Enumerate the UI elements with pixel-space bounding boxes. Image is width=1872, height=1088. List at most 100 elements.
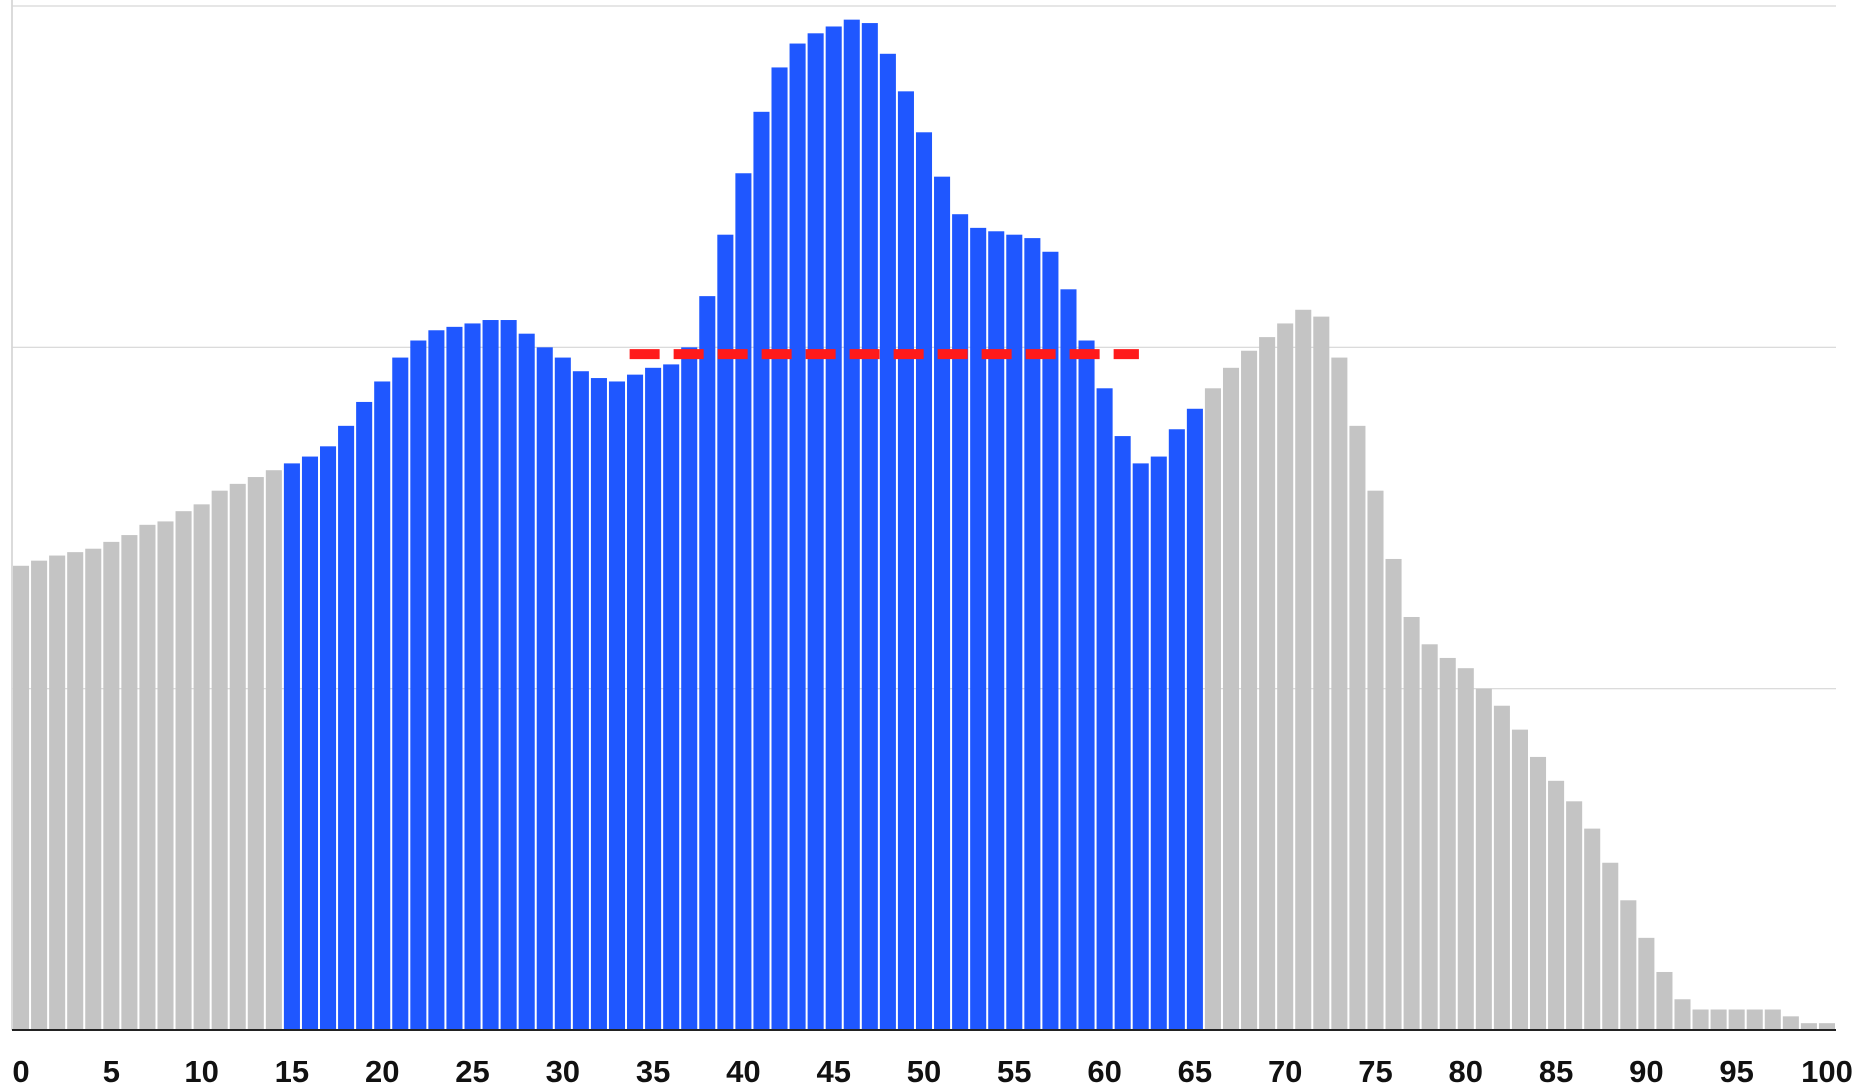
bar (500, 320, 517, 1030)
bar (49, 555, 66, 1030)
bar (1114, 436, 1131, 1031)
bar (934, 176, 951, 1030)
bar (175, 511, 192, 1030)
bar (663, 364, 680, 1030)
bar (1078, 340, 1095, 1030)
bar (338, 425, 355, 1031)
bar (229, 483, 246, 1030)
bar (717, 234, 734, 1030)
bar (1511, 729, 1528, 1030)
bar (1475, 688, 1492, 1030)
bar (1584, 828, 1601, 1030)
x-tick-label: 75 (1358, 1054, 1392, 1088)
bar (320, 446, 337, 1030)
bar (103, 541, 120, 1030)
bar (952, 214, 969, 1031)
x-tick-label: 15 (275, 1054, 309, 1088)
bar (1782, 1016, 1799, 1030)
x-tick-label: 90 (1629, 1054, 1663, 1088)
bar (518, 333, 535, 1030)
bar (1277, 323, 1294, 1030)
bar (1367, 490, 1384, 1030)
x-tick-label: 35 (636, 1054, 670, 1088)
bar (1764, 1009, 1781, 1030)
bar (1548, 780, 1565, 1030)
bar (139, 524, 156, 1030)
x-tick-label: 20 (365, 1054, 399, 1088)
bar (67, 552, 84, 1030)
bar (1529, 756, 1547, 1030)
bar (843, 19, 860, 1031)
bar (735, 173, 752, 1031)
x-tick-label: 55 (997, 1054, 1031, 1088)
bar (121, 535, 138, 1030)
bar (1168, 429, 1185, 1031)
x-tick-label: 50 (907, 1054, 941, 1088)
bar (1096, 388, 1113, 1030)
bar (608, 381, 626, 1030)
bar (572, 371, 589, 1030)
bar (265, 470, 282, 1030)
bar (1132, 463, 1149, 1030)
x-tick-label: 30 (546, 1054, 580, 1088)
bar (988, 231, 1005, 1030)
x-tick-label: 40 (726, 1054, 760, 1088)
bar (1457, 668, 1474, 1030)
bar (645, 367, 662, 1030)
bar (1620, 900, 1637, 1030)
bar (807, 33, 824, 1031)
bar (1728, 1009, 1745, 1030)
bar (1602, 862, 1619, 1030)
bar (1674, 999, 1691, 1030)
bar (879, 53, 896, 1030)
bar (283, 463, 300, 1030)
bar (681, 347, 698, 1030)
bar (1385, 558, 1402, 1030)
bar (627, 374, 644, 1030)
bar (356, 401, 373, 1030)
bar (1493, 705, 1510, 1030)
bar (446, 326, 463, 1030)
x-tick-label: 65 (1178, 1054, 1212, 1088)
bar (1150, 456, 1167, 1030)
bar (970, 227, 987, 1030)
bar (13, 565, 30, 1030)
x-tick-label: 10 (184, 1054, 218, 1088)
bar (1204, 388, 1221, 1030)
bar (789, 43, 806, 1030)
bar (1024, 238, 1041, 1030)
bar (1692, 1009, 1709, 1030)
bar (247, 477, 264, 1030)
bar (410, 340, 427, 1030)
bar (1638, 937, 1655, 1030)
bar (1710, 1009, 1727, 1030)
x-tick-label: 85 (1539, 1054, 1573, 1088)
bar (1331, 357, 1348, 1030)
bar (861, 23, 878, 1031)
x-tick-label: 5 (103, 1054, 120, 1088)
bar (1800, 1023, 1817, 1030)
bar (1566, 801, 1583, 1030)
bar (554, 357, 571, 1030)
bar (211, 490, 228, 1030)
x-tick-label: 100 (1801, 1054, 1853, 1088)
bar (1295, 309, 1312, 1031)
bar (1042, 251, 1059, 1030)
bar (1403, 616, 1420, 1030)
x-tick-label: 45 (816, 1054, 850, 1088)
bar (392, 357, 409, 1030)
bar (1186, 408, 1203, 1031)
bar (753, 111, 770, 1030)
bar (1259, 337, 1276, 1030)
bar (428, 330, 445, 1030)
bar (1241, 350, 1258, 1030)
bar (1439, 657, 1456, 1030)
bar (1349, 425, 1366, 1031)
x-tick-label: 0 (12, 1054, 29, 1088)
bar (85, 548, 102, 1030)
bar (1006, 234, 1023, 1030)
bar (1818, 1023, 1835, 1030)
bar (915, 132, 933, 1030)
bar (536, 347, 553, 1030)
